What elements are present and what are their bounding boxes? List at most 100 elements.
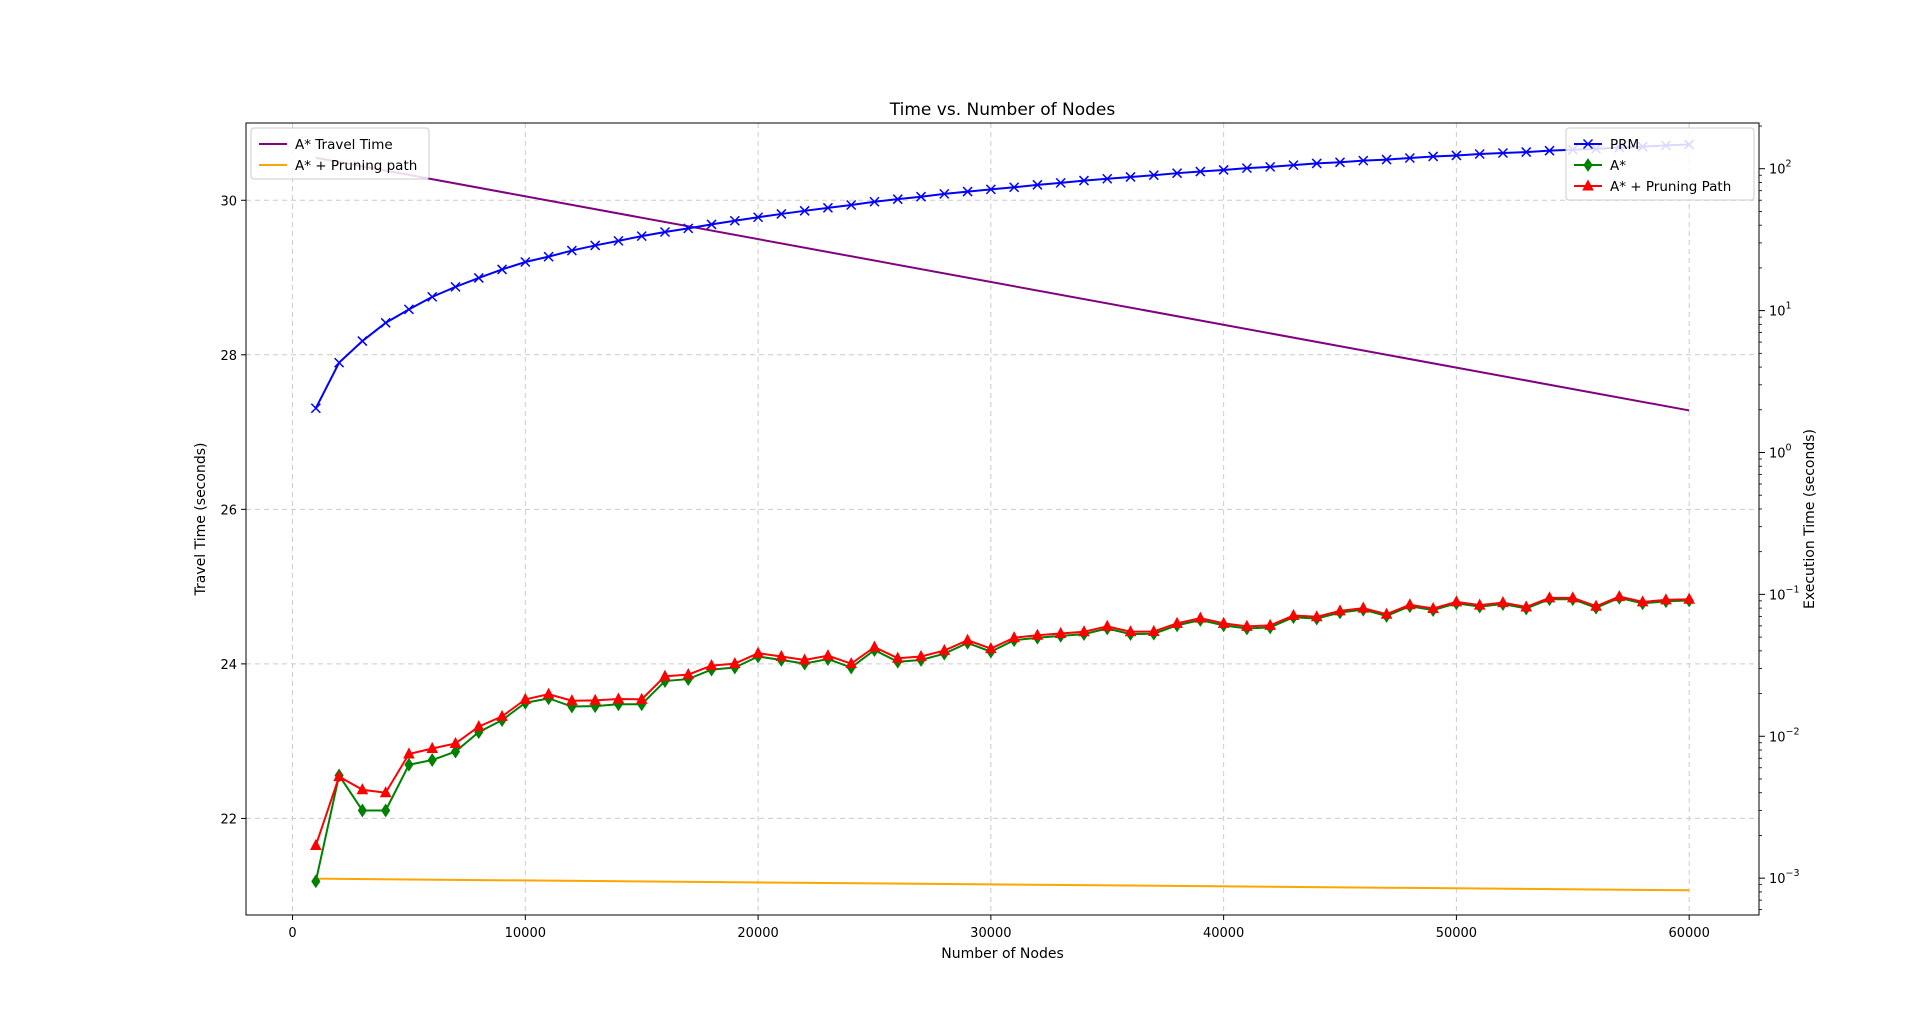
data-point (845, 657, 858, 669)
y-right-tick-base: 10 (1769, 588, 1786, 603)
data-point (1241, 163, 1252, 174)
y-right-tick-base: 10 (1769, 730, 1786, 745)
series-line (315, 156, 1690, 412)
data-point (1590, 599, 1602, 611)
data-point (938, 643, 951, 656)
data-point (566, 694, 578, 706)
data-point (939, 188, 950, 199)
right-series-0 (310, 139, 1695, 414)
series-line (315, 877, 1690, 892)
data-point (543, 251, 554, 262)
data-point (379, 786, 392, 798)
data-point (822, 649, 834, 661)
data-point (752, 646, 764, 658)
x-tick-label: 60000 (1668, 926, 1709, 941)
data-point (404, 757, 414, 772)
data-point (1474, 148, 1485, 160)
data-point (427, 753, 437, 767)
data-point (1544, 145, 1555, 156)
legend-right: PRM A* A* + Pruning Path (1565, 127, 1755, 201)
data-point (1148, 170, 1159, 181)
data-point (1054, 626, 1067, 639)
x-tick-label: 30000 (970, 926, 1011, 941)
data-point (1381, 154, 1392, 165)
data-point (1357, 601, 1370, 613)
y-axis-left-title: Travel Time (seconds) (193, 443, 209, 597)
data-point (1287, 608, 1300, 620)
x-tick-label: 40000 (1203, 926, 1244, 941)
data-point (1124, 625, 1137, 637)
legend-label: A* (1610, 158, 1626, 174)
x-tick-label: 50000 (1436, 926, 1477, 941)
data-point (1101, 619, 1114, 631)
data-point (636, 231, 647, 242)
data-point (403, 304, 414, 315)
data-point (1288, 160, 1299, 171)
data-point (776, 208, 787, 219)
data-point (1194, 611, 1207, 623)
x-axis: 0 10000 20000 30000 40000 50000 60000 (288, 915, 1710, 941)
y-right-tick-base: 10 (1769, 305, 1786, 320)
y-right-tick-label: 10−1 (1769, 584, 1800, 603)
y-right-tick-label: 101 (1769, 301, 1792, 320)
data-point (1636, 595, 1649, 607)
y-left-tick-label: 22 (220, 812, 237, 827)
legend-marker (1583, 158, 1593, 172)
x-tick-label: 0 (288, 926, 296, 941)
data-point (961, 633, 974, 645)
y-right-tick-label: 10−3 (1769, 868, 1800, 887)
data-point (426, 741, 439, 754)
data-point (590, 240, 601, 251)
data-point (1265, 161, 1276, 172)
data-point (1311, 158, 1322, 169)
data-point (1566, 591, 1579, 603)
data-point (1217, 616, 1230, 628)
data-point (892, 194, 903, 205)
data-point (1031, 628, 1044, 640)
data-point (542, 687, 555, 699)
data-point (357, 336, 368, 347)
data-point (1358, 155, 1369, 166)
data-point (356, 783, 369, 795)
y-right-tick-label: 10−2 (1769, 726, 1800, 745)
data-point (728, 657, 741, 669)
left-series-1 (315, 877, 1690, 892)
grid (246, 123, 1759, 915)
data-point (427, 291, 438, 302)
data-point (962, 186, 973, 197)
y-right-tick-label: 100 (1769, 442, 1792, 461)
data-point (1404, 152, 1415, 164)
legend-box (1565, 127, 1755, 201)
x-tick-label: 20000 (737, 926, 778, 941)
legend-label: PRM (1610, 137, 1639, 153)
data-point (1520, 600, 1533, 612)
chart-title: Time vs. Number of Nodes (889, 100, 1116, 120)
data-point (1334, 604, 1346, 616)
data-point (333, 769, 345, 782)
legend-marker (1582, 138, 1594, 150)
series-line (314, 143, 1690, 409)
y-right-tick-base: 10 (1769, 446, 1786, 461)
data-point (1427, 601, 1439, 614)
data-point (1102, 173, 1113, 184)
data-point (380, 317, 391, 328)
data-point (357, 803, 367, 818)
data-point (1451, 150, 1462, 161)
data-point (683, 223, 694, 234)
data-point (1055, 177, 1066, 188)
data-point (311, 874, 321, 889)
legend-label: A* + Pruning Path (1610, 179, 1731, 195)
y-left-tick-label: 24 (220, 658, 237, 673)
legend-label: A* + Pruning path (295, 158, 417, 174)
data-point (473, 272, 484, 283)
data-point (1218, 164, 1229, 175)
right-series-2 (310, 590, 1695, 850)
data-point (915, 649, 927, 661)
plot-area (310, 139, 1695, 892)
y-right-tick-base: 10 (1769, 163, 1786, 178)
data-point (916, 191, 927, 202)
data-point (659, 669, 671, 681)
y-right-tick-exponent: 0 (1786, 442, 1792, 453)
